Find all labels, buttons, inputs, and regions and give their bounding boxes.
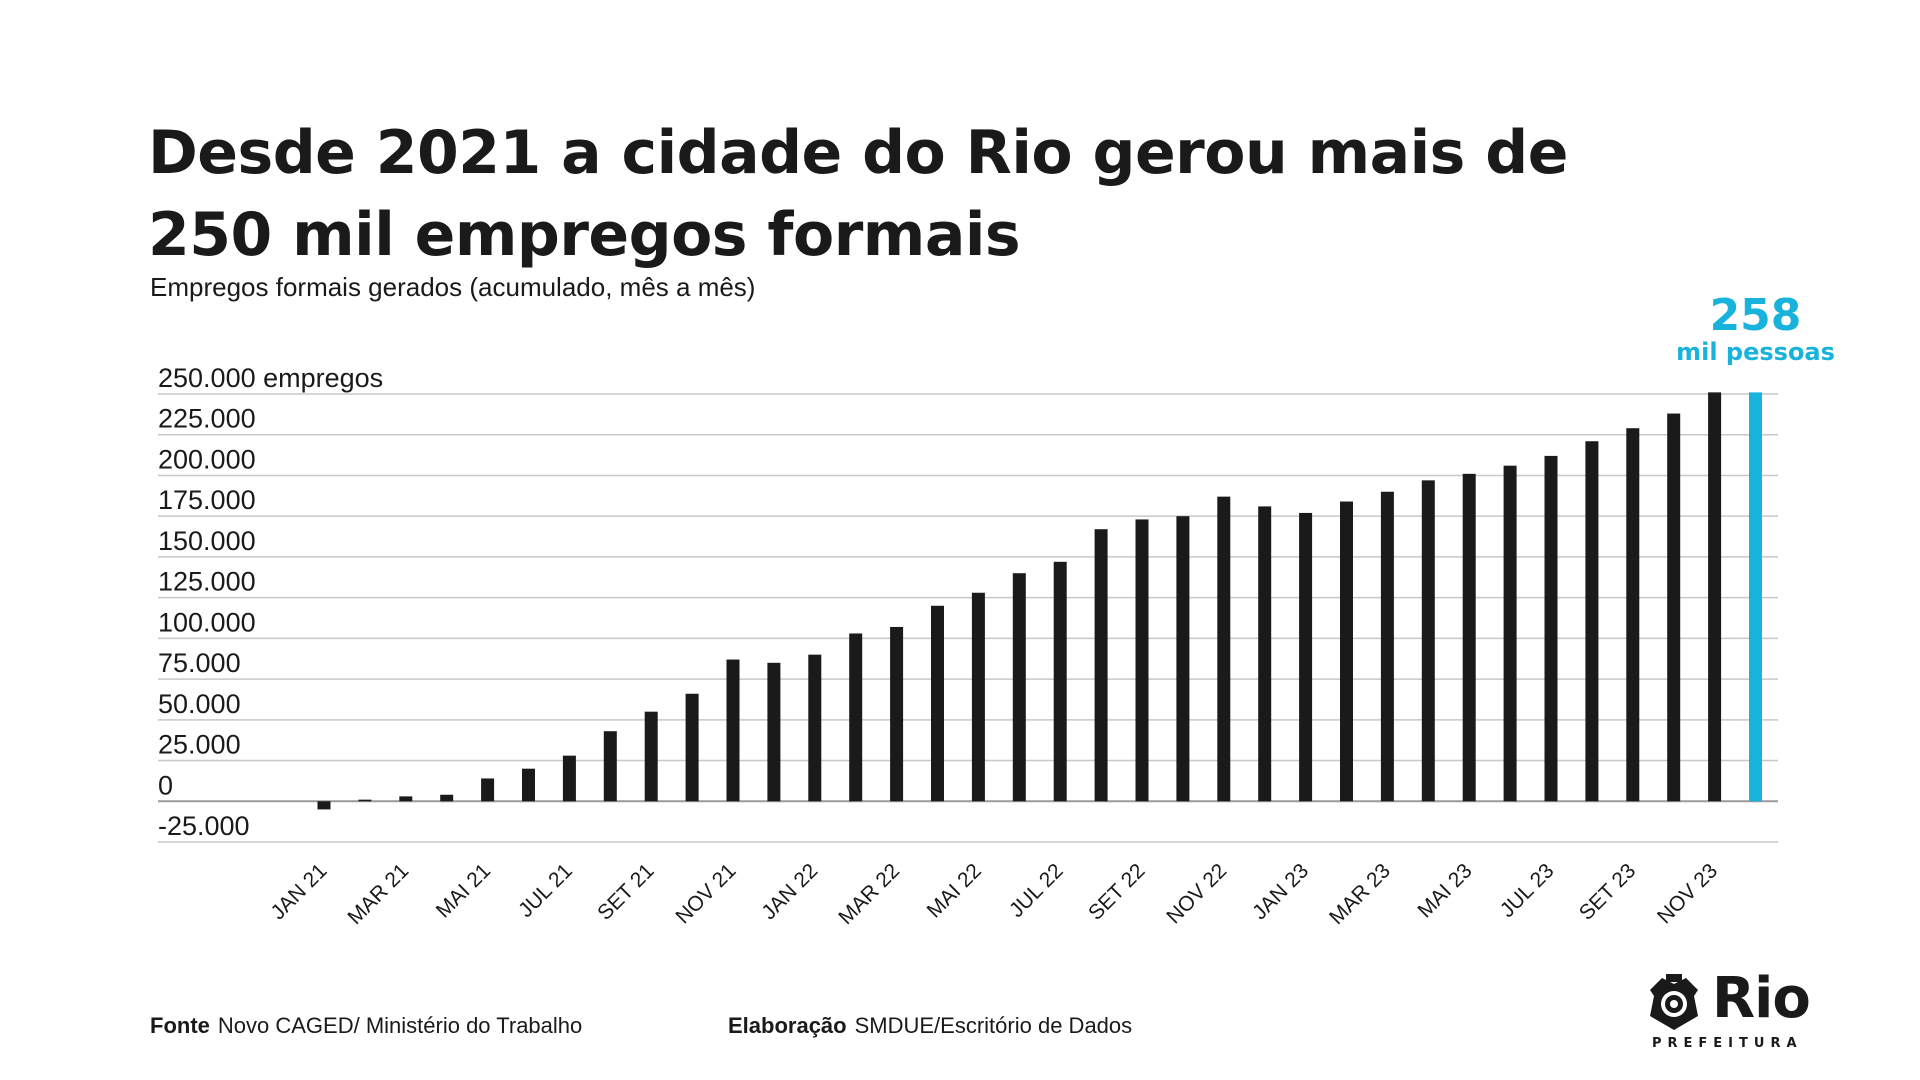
bars (317, 392, 1762, 810)
y-tick-label: 225.000 (158, 404, 256, 434)
chart-subtitle: Empregos formais gerados (acumulado, mês… (150, 272, 756, 302)
bar (481, 778, 495, 802)
bar (1012, 573, 1026, 802)
prefeitura-logo: Rio PREFEITURA (1640, 966, 1811, 1060)
bar (1094, 529, 1108, 802)
x-tick-label: NOV 22 (1162, 859, 1231, 928)
logo-subtitle: PREFEITURA (1652, 1036, 1803, 1051)
y-tick-label: 100.000 (158, 607, 256, 637)
bar (1053, 561, 1067, 802)
x-tick-label: MAR 21 (343, 859, 413, 929)
credit-text: SMDUE/Escritório de Dados (854, 1013, 1133, 1038)
bar (1667, 413, 1681, 802)
bar (971, 592, 985, 802)
bar (1544, 455, 1558, 802)
source-note: Fonte Novo CAGED/ Ministério do Trabalho (150, 1013, 582, 1039)
bar (358, 799, 372, 802)
bar (644, 711, 658, 802)
bar (1462, 473, 1476, 802)
y-tick-label: 25.000 (158, 730, 241, 760)
bar (1135, 519, 1149, 802)
y-axis-labels: 250.000 empregos 225.000 200.000 175.000 150… (158, 363, 383, 841)
x-tick-label: JUL 22 (1005, 859, 1068, 922)
bar (685, 693, 699, 802)
x-tick-label: JAN 23 (1248, 859, 1313, 924)
highlight-unit: mil pessoas (1676, 338, 1835, 366)
x-tick-label: JUL 23 (1496, 859, 1559, 922)
credit-label: Elaboração (728, 1013, 847, 1038)
bar (1380, 491, 1394, 802)
bar (1503, 465, 1517, 802)
highlight-value: 258 (1710, 290, 1802, 341)
y-tick-label: 0 (158, 770, 173, 800)
bar (1176, 516, 1190, 802)
x-tick-label: JAN 22 (757, 859, 822, 924)
x-tick-label: SET 22 (1084, 859, 1150, 925)
bar (726, 659, 740, 802)
y-tick-label: 150.000 (158, 526, 256, 556)
x-axis-labels: JAN 21 MAR 21 MAI 21 JUL 21 SET 21 NOV 21 JAN … (267, 859, 1723, 929)
y-tick-label: -25.000 (158, 811, 250, 841)
y-tick-label: 50.000 (158, 689, 241, 719)
bar (1299, 512, 1313, 802)
x-tick-label: SET 23 (1575, 859, 1641, 925)
bar (522, 768, 535, 802)
y-tick-label: 75.000 (158, 648, 241, 678)
bar (1258, 506, 1272, 802)
bar (1708, 392, 1722, 802)
source-label: Fonte (150, 1013, 210, 1038)
bar (440, 794, 454, 802)
y-tick-label: 175.000 (158, 485, 256, 515)
logo-wordmark: Rio (1712, 966, 1811, 1031)
bar (1585, 441, 1599, 802)
bar (317, 801, 331, 810)
x-tick-label: NOV 21 (671, 859, 740, 928)
highlight-bar (1749, 392, 1762, 802)
title-line-1: Desde 2021 a cidade do Rio gerou mais de (148, 118, 1568, 188)
x-tick-label: MAR 22 (834, 859, 904, 929)
gridlines (158, 393, 1778, 843)
y-tick-label: 125.000 (158, 567, 256, 597)
title-line-2: 250 mil empregos formais (148, 200, 1021, 270)
bar (399, 796, 413, 802)
bar (1340, 501, 1353, 802)
x-tick-label: MAI 23 (1413, 859, 1476, 922)
bar (931, 605, 944, 802)
coat-of-arms-icon (1650, 974, 1698, 1030)
x-tick-label: MAI 21 (432, 859, 495, 922)
bar (890, 626, 904, 802)
x-tick-label: MAI 22 (923, 859, 986, 922)
bar (767, 662, 781, 802)
bar (849, 633, 863, 802)
x-tick-label: SET 21 (593, 859, 659, 925)
source-text: Novo CAGED/ Ministério do Trabalho (217, 1013, 583, 1038)
y-tick-label: 200.000 (158, 444, 256, 474)
bar (1626, 428, 1640, 802)
x-tick-label: NOV 23 (1653, 859, 1722, 928)
chart-title: Desde 2021 a cidade do Rio gerou mais de… (148, 112, 1648, 276)
y-tick-label: 250.000 empregos (158, 363, 383, 393)
bar (1217, 496, 1231, 802)
x-tick-label: JUL 21 (514, 859, 577, 922)
credit-note: Elaboração SMDUE/Escritório de Dados (728, 1013, 1132, 1039)
x-tick-label: JAN 21 (267, 859, 332, 924)
x-tick-label: MAR 23 (1325, 859, 1395, 929)
bar (808, 654, 822, 802)
bar (1421, 480, 1435, 802)
bar (562, 755, 576, 802)
bar (603, 731, 617, 802)
